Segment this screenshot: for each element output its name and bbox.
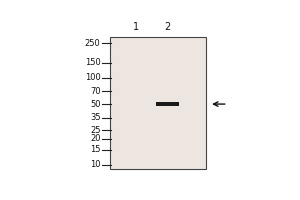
Text: 250: 250 <box>85 39 100 48</box>
Text: 20: 20 <box>90 134 101 143</box>
Text: 70: 70 <box>90 87 101 96</box>
Text: 100: 100 <box>85 73 100 82</box>
Text: 150: 150 <box>85 58 100 67</box>
Text: 1: 1 <box>133 22 139 32</box>
Text: 35: 35 <box>90 113 101 122</box>
Text: 10: 10 <box>90 160 101 169</box>
Text: 25: 25 <box>90 126 101 135</box>
Bar <box>156 102 179 106</box>
Text: 50: 50 <box>90 100 101 109</box>
Bar <box>110 37 206 169</box>
Text: 15: 15 <box>90 145 101 154</box>
Text: 2: 2 <box>164 22 171 32</box>
